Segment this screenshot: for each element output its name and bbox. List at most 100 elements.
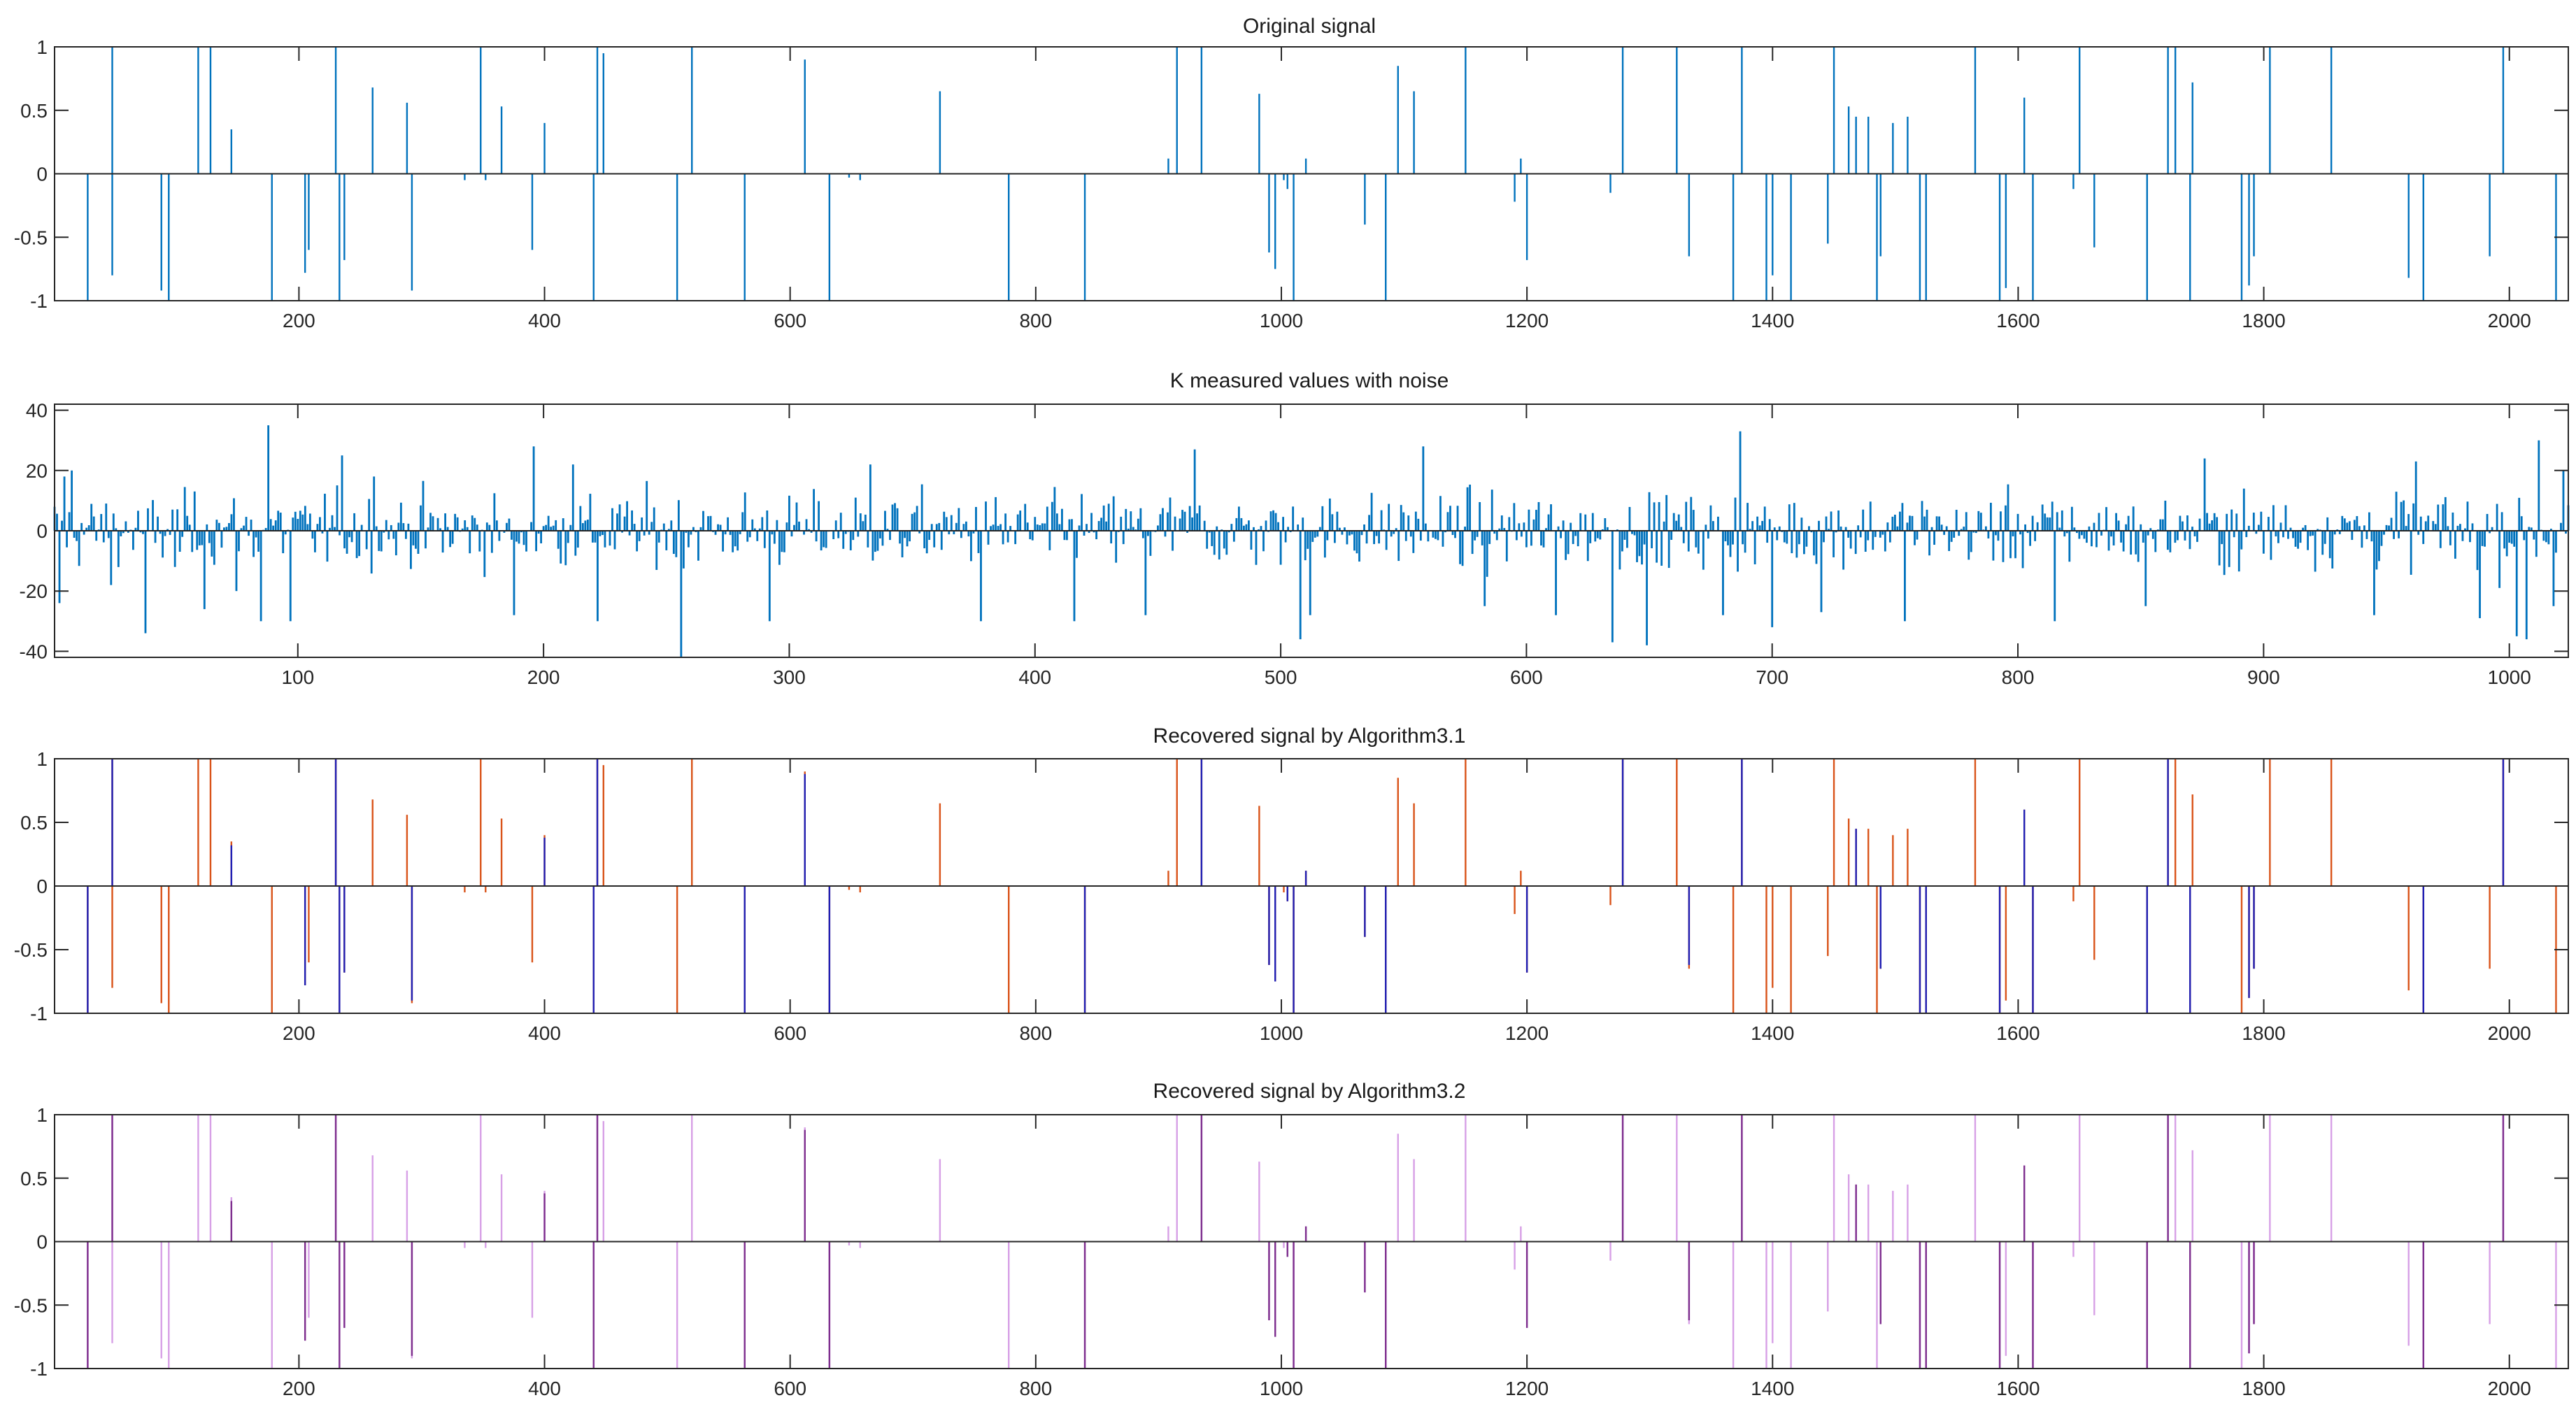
measurement-bar (1651, 531, 1653, 549)
measurement-bar (1791, 531, 1793, 554)
measurement-bar (1237, 506, 1240, 531)
measurement-bar (1481, 531, 1483, 545)
measurement-bar (589, 494, 592, 531)
measurement-bar (2021, 531, 2024, 569)
measurement-bar (1914, 531, 1916, 545)
measurement-bar (1250, 531, 1253, 550)
measurement-bar (1451, 531, 1454, 535)
measurement-bar (1061, 508, 1063, 531)
measurement-bar (259, 531, 262, 622)
measurement-bar (2144, 531, 2147, 606)
measurement-bar (1146, 531, 1149, 536)
measurement-bar (1179, 518, 1181, 531)
measurement-bar (1137, 518, 1139, 531)
measurement-bar (1584, 514, 1587, 531)
measurement-bar (1611, 531, 1614, 643)
measurement-bar (1874, 531, 1877, 537)
y-tick-label: 1 (36, 1104, 48, 1126)
measurement-bar (1213, 531, 1216, 555)
measurement-bar (692, 527, 695, 531)
measurement-bar (1815, 531, 1818, 564)
measurement-bar (454, 513, 457, 531)
measurement-bar (1599, 531, 1602, 540)
measurement-bar (1181, 510, 1183, 531)
measurement-bar (1589, 531, 1592, 543)
measurement-bar (115, 528, 118, 531)
measurement-bar (83, 531, 85, 535)
measurement-bar (636, 531, 639, 552)
measurement-bar (1397, 531, 1400, 562)
measurement-bar (2228, 531, 2230, 567)
measurement-bar (80, 522, 83, 531)
measurement-bar (795, 502, 798, 531)
measurement-bar (1805, 531, 1808, 547)
measurement-bar (417, 531, 420, 554)
measurement-bar (215, 520, 218, 531)
measurement-bar (1323, 531, 1326, 558)
measurement-bar (702, 510, 704, 531)
measurement-bar (2078, 531, 2081, 539)
measurement-bar (793, 524, 795, 531)
measurement-bar (292, 517, 294, 531)
measurement-bar (1385, 531, 1388, 550)
measurement-bar (682, 531, 685, 569)
measurement-bar (511, 531, 513, 540)
measurement-bar (1051, 501, 1053, 531)
measurement-bar (862, 521, 864, 531)
measurement-bar (1164, 531, 1167, 537)
measurement-bar (1191, 517, 1194, 531)
measurement-bar (628, 531, 631, 536)
x-tick-label: 100 (281, 666, 314, 688)
measurement-bar (513, 531, 515, 615)
measurement-bar (1751, 521, 1754, 531)
measurement-bar (238, 531, 240, 552)
measurement-bar (1557, 526, 1560, 531)
measurement-bar (1916, 531, 1919, 540)
measurement-bar (1333, 531, 1336, 543)
measurement-bar (1628, 506, 1631, 531)
series-original (87, 47, 2557, 301)
measurement-bar (2309, 531, 2312, 536)
measurement-bar (992, 524, 995, 531)
measurement-bar (243, 525, 245, 531)
measurement-bar (196, 531, 199, 550)
measurement-bar (2284, 505, 2287, 531)
measurement-bar (977, 531, 980, 553)
measurement-bar (2353, 520, 2356, 531)
measurement-bar (748, 531, 751, 538)
measurement-bar (2530, 527, 2533, 531)
measurement-bar (591, 531, 594, 543)
measurement-bar (535, 531, 537, 552)
measurement-bar (913, 512, 916, 531)
measurement-bar (124, 521, 127, 531)
measurement-bar (1500, 515, 1503, 531)
measurement-bar (2422, 531, 2425, 544)
measurement-bar (2115, 513, 2117, 531)
measurement-bar (1579, 513, 1582, 531)
x-tick-label: 200 (283, 1378, 315, 1399)
measurement-bar (1532, 519, 1535, 531)
measurement-bar (2223, 531, 2226, 576)
measurement-bar (1110, 531, 1113, 544)
measurement-bar (1230, 524, 1233, 531)
measurement-bar (641, 517, 643, 531)
measurement-bar (650, 522, 653, 531)
measurement-bar (329, 527, 331, 531)
measurement-bar (842, 531, 845, 549)
measurement-bar (1493, 531, 1496, 534)
measurement-bar (1989, 502, 1992, 531)
measurement-bar (1849, 531, 1852, 549)
measurement-bar (2498, 531, 2501, 588)
measurement-bar (1218, 531, 1221, 560)
measurement-bar (2184, 531, 2186, 541)
measurement-bar (1847, 531, 1850, 538)
measurement-bar (849, 531, 852, 550)
measurement-bar (1183, 511, 1186, 531)
measurement-bar (2019, 531, 2021, 535)
measurement-bar (1859, 531, 1862, 538)
measurement-bar (1444, 531, 1446, 533)
measurement-bar (773, 531, 776, 544)
measurement-bar (1316, 531, 1319, 537)
measurement-bar (2414, 461, 2417, 531)
measurement-bar (137, 510, 139, 531)
